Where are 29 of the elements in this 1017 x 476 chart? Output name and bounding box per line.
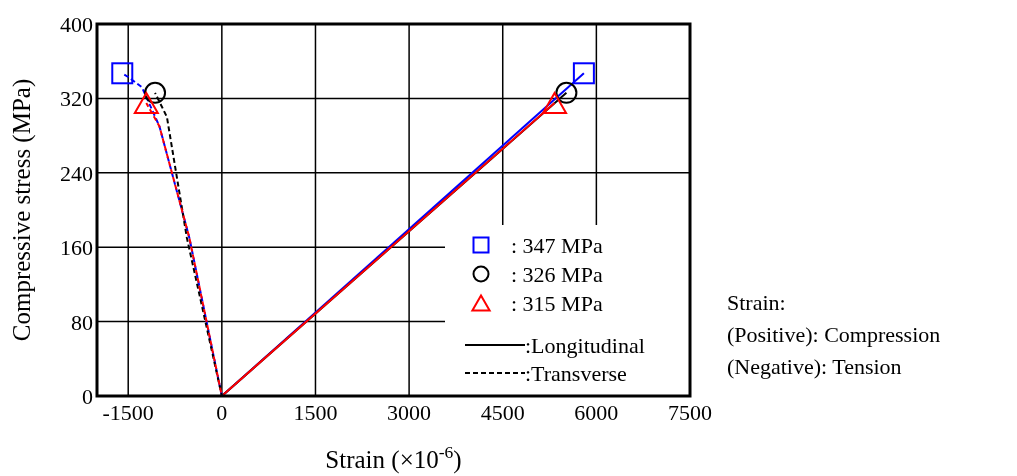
text: Strain:	[727, 290, 786, 315]
legend-label: : 326 MPa	[511, 262, 603, 287]
y-tick-label: 400	[60, 12, 93, 37]
y-tick-label: 320	[60, 86, 93, 112]
legend-label: :Transverse	[525, 361, 627, 386]
point	[555, 81, 578, 104]
y-axis-title: Compressive stress (MPa)	[8, 78, 36, 342]
legend-label: : 315 MPa	[511, 291, 603, 316]
point	[542, 92, 568, 115]
legend-label: : 347 MPa	[511, 233, 603, 258]
text: (Negative): Tension	[727, 354, 902, 379]
x-tick-label: 3000	[387, 400, 432, 425]
x-tick-label: 6000	[574, 400, 619, 425]
text: (Positive): Compression	[727, 322, 941, 347]
x-tick-label: 7500	[668, 400, 712, 425]
point	[572, 62, 595, 85]
point	[111, 62, 134, 85]
y-tick-label: 80	[71, 309, 93, 335]
point	[144, 81, 167, 104]
y-tick-label: 0	[82, 384, 93, 409]
legend-label: :Longitudinal	[525, 333, 645, 358]
x-axis-title: Strain (×10$^{-6}$)	[325, 442, 462, 474]
point	[133, 92, 159, 115]
x-tick-label: 4500	[480, 400, 525, 425]
x-tick-label: 0	[216, 400, 228, 425]
y-tick-label: 160	[60, 235, 93, 261]
y-tick-label: 240	[60, 160, 93, 186]
x-tick-label: 1500	[293, 400, 338, 425]
x-tick-label: -1500	[102, 400, 154, 425]
